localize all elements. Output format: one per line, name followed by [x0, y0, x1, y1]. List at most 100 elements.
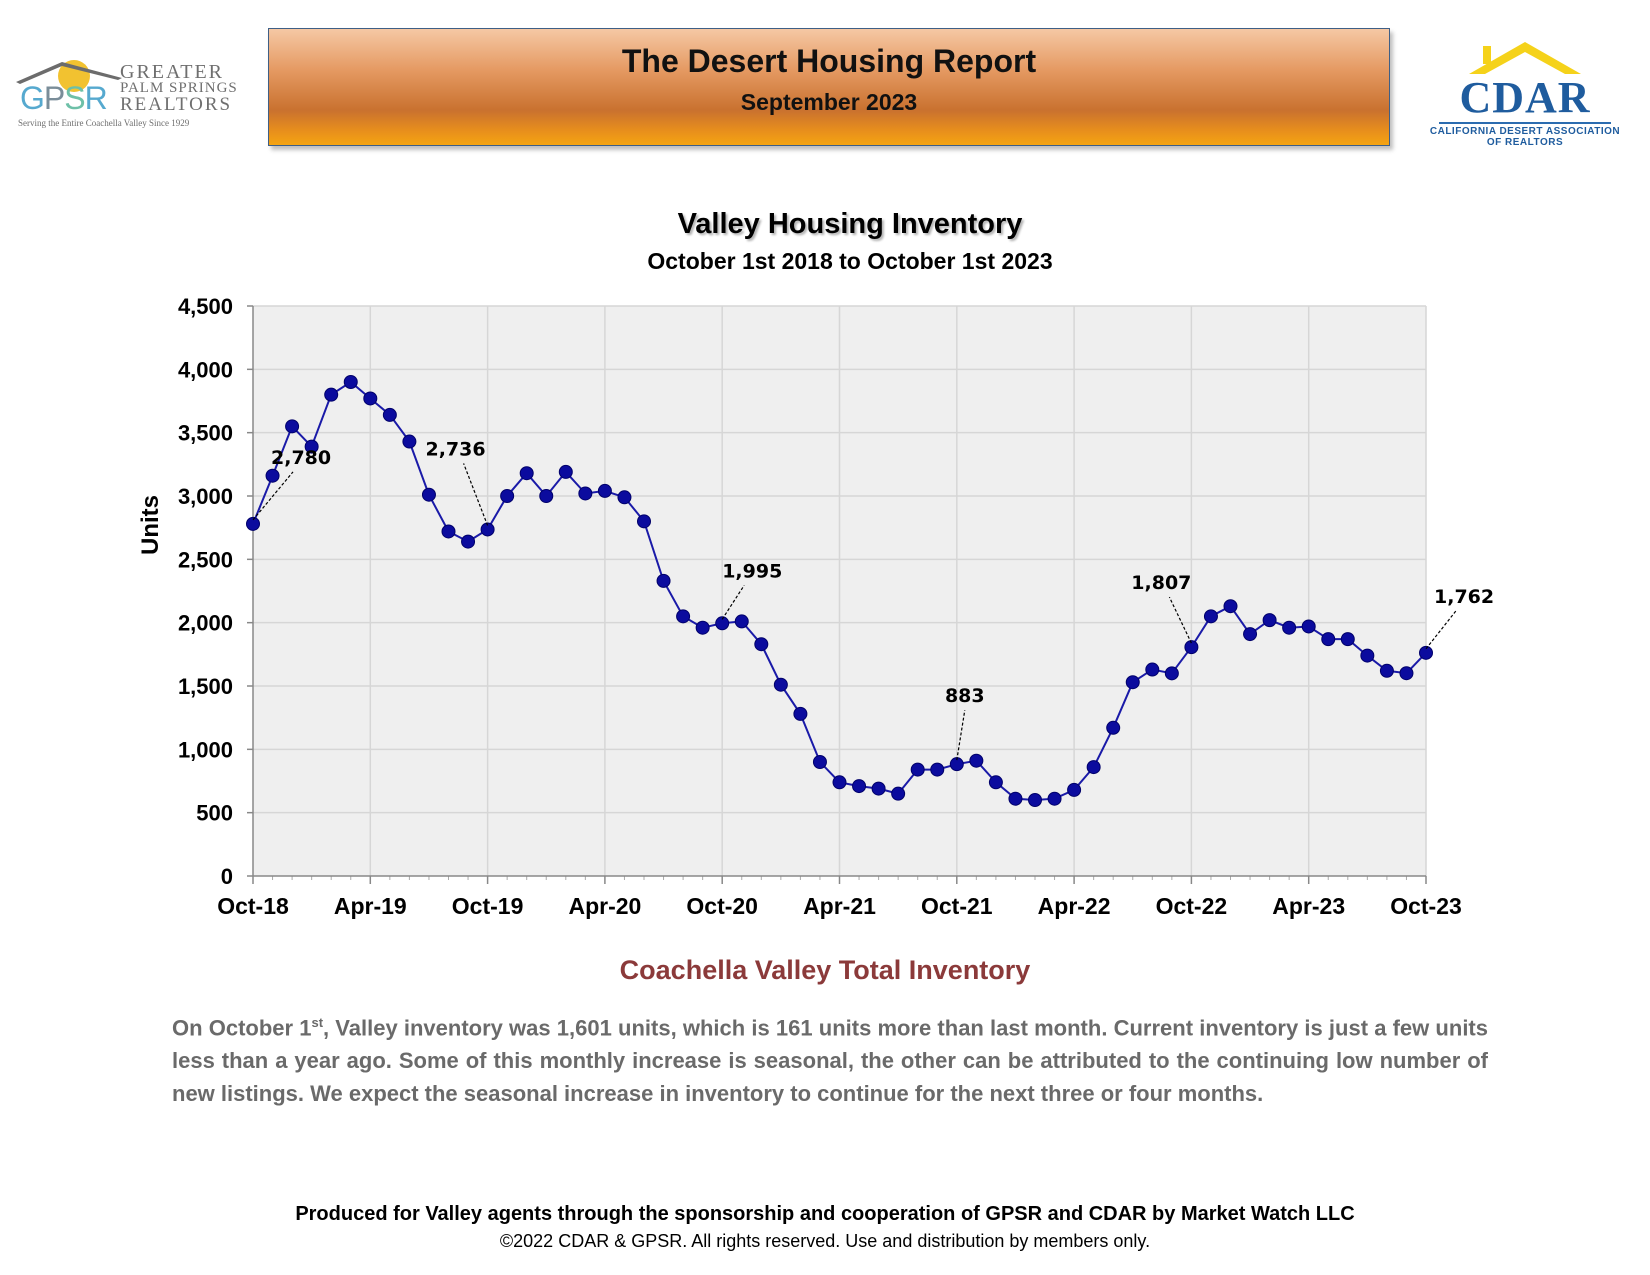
data-point — [1086, 760, 1101, 775]
x-tick-label: Oct-22 — [1156, 893, 1228, 919]
data-point — [500, 489, 515, 503]
data-point — [910, 762, 925, 777]
callout-label: 883 — [945, 685, 985, 707]
data-point — [402, 434, 417, 449]
cdar-divider — [1439, 122, 1611, 124]
data-point — [304, 439, 319, 454]
chart-caption: Coachella Valley Total Inventory — [619, 955, 1031, 985]
x-tick-label: Apr-23 — [1272, 893, 1345, 919]
x-tick-label: Apr-22 — [1038, 893, 1111, 919]
data-point — [715, 616, 730, 631]
x-tick-label: Apr-21 — [803, 893, 876, 919]
data-point — [1106, 720, 1121, 735]
data-point — [1321, 632, 1336, 647]
data-point — [637, 514, 651, 529]
data-point — [382, 407, 397, 422]
data-point — [832, 775, 847, 790]
data-point — [578, 486, 593, 501]
y-tick-label: 2,000 — [178, 611, 233, 636]
footer-copyright: ©2022 CDAR & GPSR. All rights reserved. … — [499, 1231, 1151, 1251]
y-tick-label: 3,000 — [178, 484, 233, 509]
data-point — [363, 391, 378, 406]
commentary-paragraph: On October 1st, Valley inventory was 1,6… — [172, 1006, 1488, 1110]
callout-label: 2,780 — [271, 447, 331, 469]
data-point — [988, 775, 1003, 790]
report-header-banner: The Desert Housing Report September 2023 — [268, 28, 1390, 146]
data-point — [1223, 599, 1238, 614]
data-point — [1008, 791, 1023, 806]
callout-leader — [1168, 596, 1192, 644]
callout-leader — [252, 471, 294, 521]
data-point — [812, 755, 827, 769]
data-point — [421, 487, 436, 502]
gpsr-word-realtors: REALTORS — [120, 94, 233, 115]
data-point — [1164, 666, 1179, 681]
data-point — [1301, 619, 1316, 634]
chart-subtitle: October 1st 2018 to October 1st 2023 — [647, 248, 1053, 274]
data-point — [891, 786, 906, 801]
x-tick-label: Apr-19 — [334, 893, 407, 919]
callout-leader — [956, 710, 966, 761]
data-point — [265, 468, 280, 483]
report-month: September 2023 — [740, 89, 918, 115]
data-point — [1047, 791, 1062, 806]
cdar-logo: CDAR CALIFORNIA DESERT ASSOCIATION OF RE… — [1425, 38, 1625, 148]
y-axis-label: Units — [137, 495, 164, 555]
data-point — [1203, 609, 1218, 624]
callout-label: 1,762 — [1434, 586, 1494, 608]
gpsr-tagline: Serving the Entire Coachella Valley Sinc… — [18, 118, 190, 128]
data-point — [695, 620, 710, 635]
callout-label: 1,995 — [722, 560, 782, 582]
data-point — [656, 573, 671, 588]
inventory-line-chart: 0 500 1,000 1,500 2,000 2,500 3,000 3,500 4,000 4… — [137, 294, 1494, 919]
data-point — [754, 637, 769, 652]
commentary-superscript: st — [311, 1015, 324, 1030]
data-point — [461, 534, 476, 549]
data-point — [1067, 782, 1082, 797]
y-tick-label: 3,500 — [178, 421, 233, 446]
data-point — [930, 762, 945, 777]
commentary-body: , Valley inventory was 1,601 units, whic… — [172, 1015, 1488, 1107]
data-point — [1379, 663, 1394, 678]
data-point — [617, 490, 632, 505]
y-tick-label: 2,500 — [178, 547, 233, 572]
data-point — [1399, 666, 1414, 681]
data-point — [519, 466, 534, 481]
data-point — [343, 375, 358, 389]
data-point — [1262, 613, 1277, 628]
data-point — [1419, 645, 1433, 660]
callout-leader — [1425, 610, 1457, 650]
data-point — [324, 387, 339, 402]
data-point — [441, 524, 456, 539]
x-tick-label: Oct-21 — [921, 893, 993, 919]
data-point — [793, 706, 808, 721]
gpsr-sun-roof-icon — [16, 60, 122, 92]
y-tick-label: 4,000 — [178, 357, 233, 382]
data-point — [871, 781, 886, 796]
gpsr-word-palm-springs: PALM SPRINGS — [120, 80, 238, 96]
data-point — [1125, 675, 1140, 690]
data-point — [1184, 640, 1199, 655]
gpsr-word-greater: GREATER — [120, 61, 224, 83]
y-tick-label: 500 — [196, 801, 233, 826]
house-roof-icon — [1469, 42, 1581, 74]
x-tick-label: Oct-20 — [686, 893, 758, 919]
cdar-name: CDAR — [1459, 73, 1591, 122]
gpsr-logo: GPSR GREATER PALM SPRINGS REALTORS Servi… — [14, 52, 244, 132]
data-point — [1282, 620, 1297, 635]
data-point — [1145, 662, 1160, 677]
data-point — [969, 753, 984, 768]
y-tick-label: 0 — [221, 864, 233, 889]
data-point — [1243, 627, 1258, 642]
y-tick-label: 4,500 — [178, 294, 233, 319]
callout-leader — [463, 463, 489, 526]
data-point — [285, 419, 300, 434]
data-point — [734, 614, 749, 629]
x-tick-label: Oct-23 — [1390, 893, 1462, 919]
callout-label: 2,736 — [425, 438, 485, 460]
x-tick-label: Oct-18 — [217, 893, 289, 919]
y-tick-label: 1,500 — [178, 674, 233, 699]
x-tick-label: Oct-19 — [452, 893, 524, 919]
gpsr-abbreviation: GPSR — [20, 80, 108, 116]
footer-credit: Produced for Valley agents through the s… — [295, 1203, 1355, 1225]
